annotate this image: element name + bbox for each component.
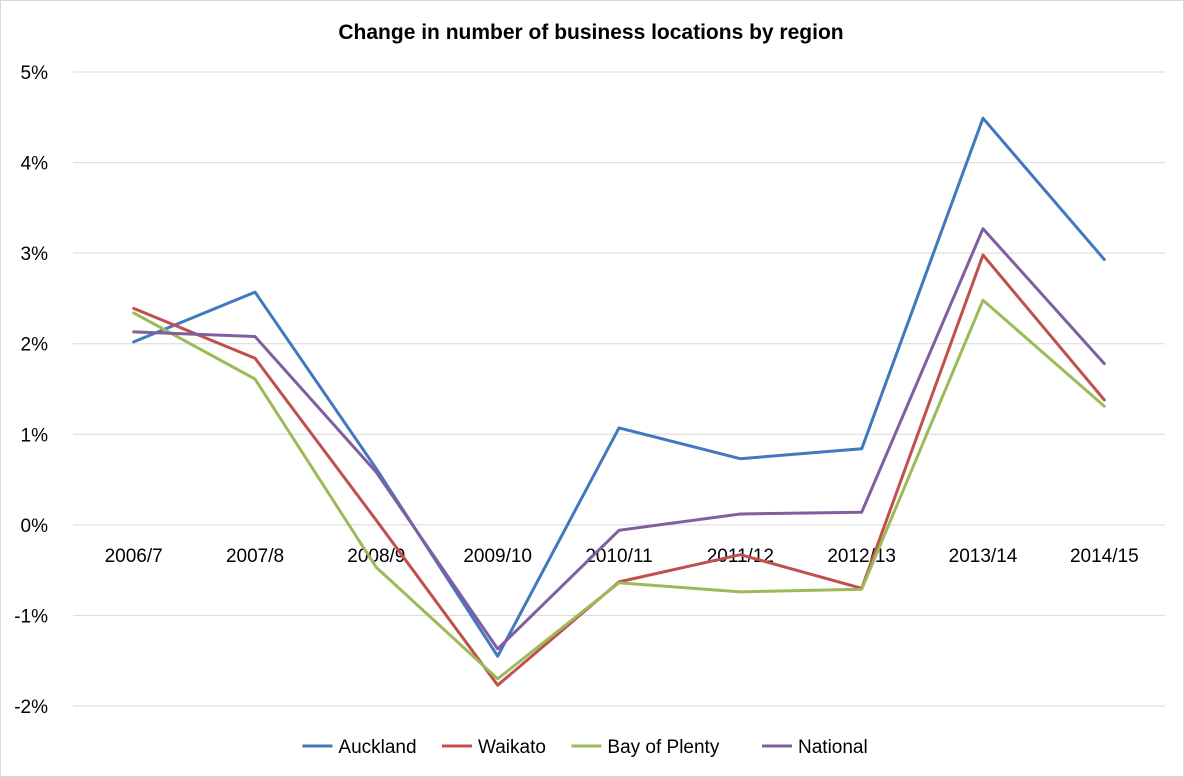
x-tick-label: 2006/7 <box>105 546 163 567</box>
x-tick-label: 2013/14 <box>949 546 1018 567</box>
y-tick-label: 5% <box>21 63 49 84</box>
legend-label: Auckland <box>338 737 416 758</box>
series-line-auckland <box>132 116 1106 658</box>
x-tick-label: 2007/8 <box>226 546 284 567</box>
y-tick-label: 2% <box>21 335 49 356</box>
series-lines <box>132 116 1106 687</box>
y-tick-label: 1% <box>21 425 49 446</box>
series-line-national <box>132 227 1106 651</box>
series-line-bay-of-plenty <box>132 298 1106 681</box>
y-tick-label: -2% <box>14 697 48 718</box>
legend-label: Waikato <box>478 737 546 758</box>
y-axis-ticks: 5% 4% 3% 2% 1% 0% -1% -2% <box>14 63 48 718</box>
x-tick-label: 2008/9 <box>347 546 405 567</box>
x-tick-label: 2011/12 <box>707 546 774 567</box>
gridlines <box>73 71 1165 707</box>
y-tick-label: -1% <box>14 606 48 627</box>
legend-label: Bay of Plenty <box>607 737 719 758</box>
x-tick-label: 2014/15 <box>1070 546 1139 567</box>
y-tick-label: 4% <box>21 154 49 175</box>
x-tick-label: 2010/11 <box>585 546 652 567</box>
series-line-waikato <box>132 253 1106 687</box>
y-tick-label: 3% <box>21 244 49 265</box>
y-tick-label: 0% <box>21 516 49 537</box>
x-tick-label: 2012/13 <box>827 546 896 567</box>
chart-title: Change in number of business locations b… <box>338 21 843 44</box>
x-axis-ticks: 2006/7 2007/8 2008/9 2009/10 2010/11 2011/12 2… <box>105 546 1139 567</box>
legend-label: National <box>798 737 868 758</box>
legend: Auckland Waikato Bay of Plenty National <box>302 737 868 758</box>
x-tick-label: 2009/10 <box>463 546 532 567</box>
